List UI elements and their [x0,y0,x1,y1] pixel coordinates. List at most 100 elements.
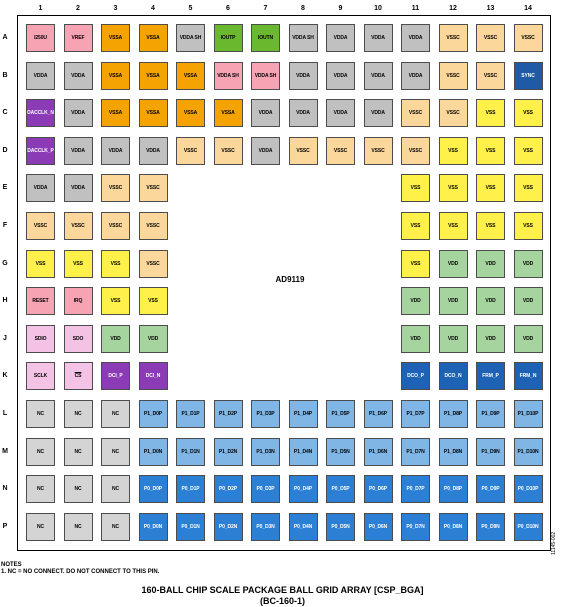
ball-B2: VDDA [63,61,93,90]
ball-E12: VSS [438,174,468,203]
ball-P1: NC [26,512,55,541]
ball-D6: VSSC [213,136,243,165]
ball-B9: VDDA [326,61,355,90]
row-label: K [2,372,8,380]
column-label: 7 [263,5,268,12]
ball-A1: I250U [26,24,55,52]
ball-M6: P1_D2N [213,437,243,466]
ball-L2: NC [63,400,93,428]
ball-B10: VDDA [363,61,393,90]
ball-C3: VSSA [101,99,130,128]
row-label: A [2,34,8,41]
ball-H12: VDD [438,287,468,316]
row-label: H [2,297,8,305]
ball-E13: VSS [476,174,505,203]
ball-C10: VDDA [363,99,393,128]
ball-C13: VSS [476,99,505,128]
ball-G12: VDD [438,249,468,278]
ball-L13: P1_D9P [476,400,505,428]
ball-A12: VSSC [438,24,468,52]
ball-K1: SCLK [26,362,55,391]
ball-B7: VDDA SH [251,61,280,90]
column-label: 3 [113,5,118,12]
part-number-label: AD9119 [275,275,305,284]
column-label: 14 [524,5,532,12]
ball-F12: VSS [438,212,468,240]
ball-A9: VDDA [326,24,355,52]
ball-J11: VDD [401,324,430,353]
row-label: M [2,447,8,455]
ball-C7: VDDA [251,99,280,128]
ball-E1: VDDA [26,174,55,203]
ball-B8: VDDA [288,61,318,90]
ball-L8: P1_D4P [288,400,318,428]
ball-D1: DACCLK_P [26,136,55,165]
ball-P5: P0_D1N [176,512,205,541]
row-label: J [3,334,7,342]
ball-K4: DCI_N [138,362,168,391]
ball-C4: VSSA [138,99,168,128]
notes: NOTES 1. NC = NO CONNECT. DO NOT CONNECT… [1,562,159,576]
ball-C6: VSSA [213,99,243,128]
ball-D12: VSS [438,136,468,165]
ball-N14: P0_D10P [513,475,543,504]
row-label: N [2,485,8,493]
ball-F2: VSSC [63,212,93,240]
row-label: D [2,146,8,154]
ball-P6: P0_D2N [213,512,243,541]
row-label: C [2,109,8,117]
ball-A8: VDDA SH [288,24,318,52]
ball-F4: VSSC [138,212,168,240]
ball-L11: P1_D7P [401,400,430,428]
ball-A2: VREF [63,24,93,52]
ball-M9: P1_D5N [326,437,355,466]
ball-A6: IOUTP [213,24,243,52]
ball-F13: VSS [476,212,505,240]
ball-N5: P0_D1P [176,475,205,504]
row-label: E [2,184,8,192]
column-label: 12 [449,5,457,12]
ball-G13: VDD [476,249,505,278]
column-label: 4 [151,5,155,12]
ball-P3: NC [101,512,130,541]
ball-P9: P0_D5N [326,512,355,541]
ball-N7: P0_D3P [251,475,280,504]
ball-M10: P1_D6N [363,437,393,466]
ball-H14: VDD [513,287,543,316]
column-label: 10 [374,5,382,12]
row-label: G [2,259,8,267]
ball-D8: VSSC [288,136,318,165]
ball-A13: VSSC [476,24,505,52]
ball-P2: NC [63,512,93,541]
ball-J1: SDIO [26,324,55,353]
ball-P11: P0_D7N [401,512,430,541]
ball-N9: P0_D5P [326,475,355,504]
ball-N11: P0_D7P [401,475,430,504]
ball-D9: VSSC [326,136,355,165]
ball-L6: P1_D2P [213,400,243,428]
ball-P10: P0_D6N [363,512,393,541]
ball-N12: P0_D8P [438,475,468,504]
row-label: B [2,71,8,79]
ball-L4: P1_D0P [138,400,168,428]
ball-M13: P1_D9N [476,437,505,466]
ball-L5: P1_D1P [176,400,205,428]
ball-L1: NC [26,400,55,428]
ball-G14: VDD [513,249,543,278]
ball-N8: P0_D4P [288,475,318,504]
ball-H13: VDD [476,287,505,316]
ball-P4: P0_D0N [138,512,168,541]
column-label: 13 [486,5,495,12]
ball-B12: VSSC [438,61,468,90]
ball-N4: P0_D0P [138,475,168,504]
caption-line-2: (BC-160-1) [259,596,305,606]
ball-N10: P0_D6P [363,475,393,504]
notes-line: 1. NC = NO CONNECT. DO NOT CONNECT TO TH… [1,569,160,575]
ball-J12: VDD [438,324,468,353]
ball-B6: VDDA SH [213,61,243,90]
ball-K12: DCO_N [438,362,468,391]
figure-id: 11145-002 [551,531,557,555]
ball-P12: P0_D8N [438,512,468,541]
ball-D2: VDDA [63,136,93,165]
